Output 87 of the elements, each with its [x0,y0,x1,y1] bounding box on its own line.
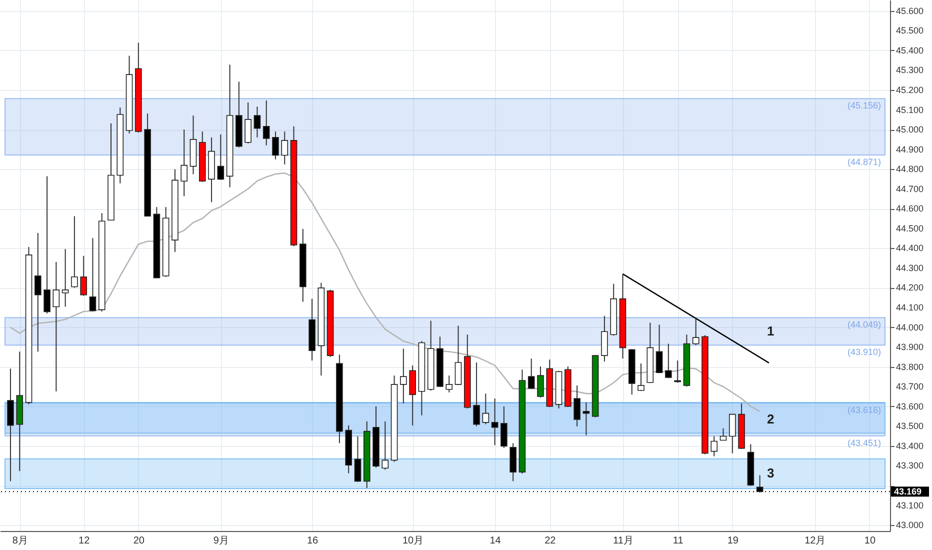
candlestick [44,176,50,314]
y-tick-label: 43.900 [896,342,924,352]
y-tick-label: 44.300 [896,262,924,273]
candlestick [720,428,727,441]
y-tick-label: 45.600 [896,6,924,16]
y-tick-label: 44.700 [896,184,924,194]
x-tick-label: 10 [864,536,876,546]
candlestick [500,406,508,448]
candlestick [382,420,389,470]
x-tick-label: 11 [672,536,684,546]
y-tick-label: 45.300 [896,65,924,76]
candlestick [62,248,69,308]
candlestick [89,238,96,312]
y-tick-label: 45.100 [896,104,924,115]
candlestick [244,102,252,144]
y-tick-label: 45.400 [896,45,924,56]
annotation: (43.616) [847,405,881,416]
annotation: (43.451) [847,438,881,448]
candlestick [262,100,270,146]
x-tick-label: 9月 [213,536,229,546]
y-tick-label: 44.100 [896,302,924,313]
y-tick-label: 45.200 [896,84,924,95]
x-tick-label: 19 [727,536,739,546]
x-tick-label: 20 [133,536,145,546]
y-tick-label: 43.500 [896,421,924,432]
candlestick [217,134,224,180]
candlestick [71,216,78,288]
candlestick [574,384,580,427]
candlestick [756,474,764,493]
y-tick-label: 44.200 [896,282,924,293]
y-tick-label: 43.700 [896,382,924,392]
candlestick [34,232,42,352]
candlestick [281,131,288,165]
annotation: (44.871) [847,157,881,168]
line-series [10,172,760,412]
candlestick [409,364,416,426]
candlestick [446,375,453,393]
ref-line-label: 43.169 [894,486,922,497]
candlestick [710,436,718,457]
y-tick-label: 44.900 [896,144,924,154]
candlestick [537,366,544,398]
band-label: 1 [766,323,774,338]
x-tick-label: 11月 [613,536,634,546]
candlestick [400,348,407,404]
x-tick-label: 8月 [12,536,28,546]
candlestick [491,398,498,446]
y-tick-label: 43.600 [896,401,924,412]
x-tick-label: 12月 [804,536,826,546]
x-tick-label: 16 [306,536,319,546]
candlestick [692,318,700,346]
candlestick [482,393,490,425]
candlestick [638,362,644,392]
candlestick [354,436,362,482]
candlestick [254,106,261,138]
y-tick-label: 43.800 [896,362,924,372]
candlestick [528,358,535,390]
y-tick-label: 44.800 [896,164,924,174]
band-label: 3 [766,466,774,481]
candlestick [674,360,681,384]
y-tick-label: 44.500 [896,223,924,234]
candlestick [272,131,279,160]
annotation: (45.156) [847,100,881,111]
y-tick-label: 45.000 [896,124,924,135]
x-tick-label: 12 [78,536,90,546]
candlestick [80,255,87,296]
candlestick [665,343,672,379]
x-tick-label: 22 [544,536,556,546]
candlestick [728,413,736,454]
y-tick-label: 43.100 [896,500,924,510]
candlestick [473,362,480,427]
x-tick-label: 10月 [402,536,424,546]
y-tick-label: 45.500 [896,26,924,36]
y-tick-label: 43.300 [896,460,924,471]
candlestick [454,325,462,386]
band-label: 2 [766,412,774,427]
y-tick-label: 44.000 [896,322,924,332]
x-tick-label: 14 [490,536,502,546]
y-tick-label: 43.000 [896,520,924,530]
annotation: (44.049) [847,320,881,330]
candlestick [601,315,608,362]
candlestick [52,262,60,392]
y-tick-label: 44.600 [896,204,924,214]
annotation: (43.910) [847,347,881,358]
y-tick-label: 44.400 [896,243,924,254]
candlestick [180,129,188,197]
y-tick-label: 43.400 [896,440,924,451]
candlestick [656,324,663,374]
